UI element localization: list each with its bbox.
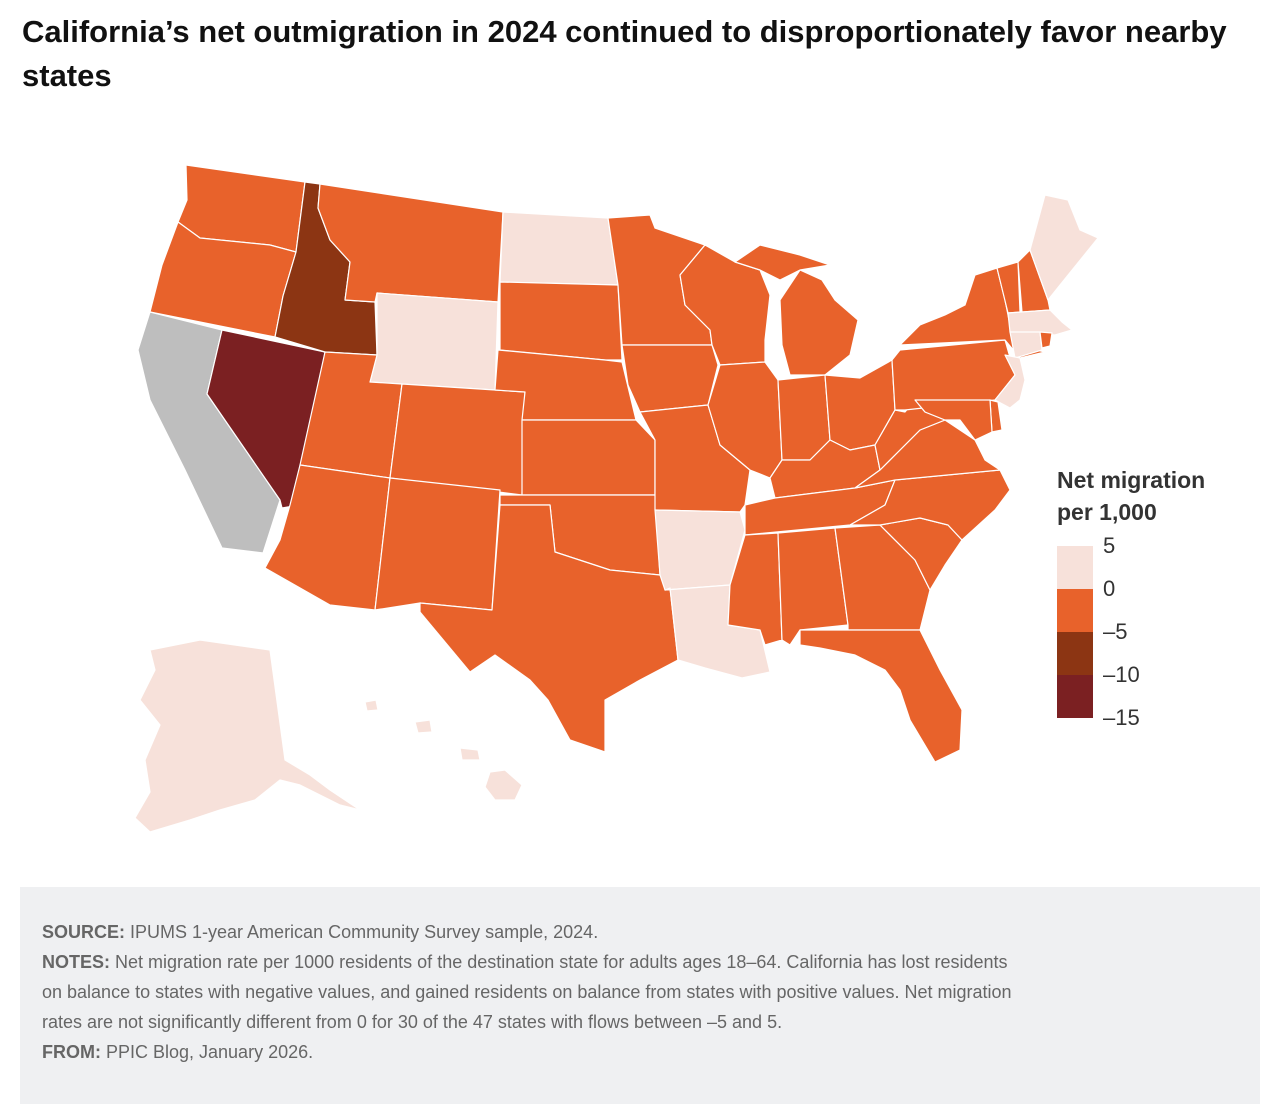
state-hawaii-kauai [364,699,379,712]
state-maryland [914,399,993,441]
notes-label: NOTES: [42,952,111,972]
state-hawaii-maui [459,747,481,761]
state-texas [419,504,679,753]
legend-tick-minus-15: –15 [1103,705,1140,730]
legend-swatch-negative-5-10 [1057,632,1093,675]
notes-line: NOTES: Net migration rate per 1000 resid… [42,947,1238,977]
legend-tick-0: 0 [1103,576,1116,601]
state-rhode-island [1039,331,1053,349]
state-north-carolina [849,469,1011,541]
legend-tick-5: 5 [1103,533,1116,558]
map-svg [134,164,1099,833]
state-michigan [779,269,859,376]
notes-text-2: on balance to states with negative value… [42,982,1012,1002]
state-alaska [134,639,361,833]
legend-title-line1: Net migration [1057,467,1206,493]
state-hawaii [484,769,523,801]
legend: Net migration per 1,000 5 0 –5 –10 –15 [1057,464,1277,730]
source-label: SOURCE: [42,922,126,942]
us-choropleth-map [0,140,1280,860]
state-new-jersey [994,354,1026,409]
state-hawaii-oahu [414,719,433,734]
from-label: FROM: [42,1042,101,1062]
legend-tick-minus-10: –10 [1103,662,1140,687]
state-iowa [621,344,719,413]
state-new-mexico [374,477,501,611]
legend-swatch-negative-0-5 [1057,589,1093,632]
state-maine [1029,194,1099,301]
state-south-dakota [499,281,623,361]
notes-text-1: Net migration rate per 1000 residents of… [110,952,1008,972]
notes-text-3: rates are not significantly different fr… [42,1012,783,1032]
state-kansas [521,419,656,496]
state-michigan-upper [734,244,831,281]
from-line: FROM: PPIC Blog, January 2026. [42,1037,1238,1067]
state-florida [799,629,963,763]
legend-scale: 5 0 –5 –10 –15 [1057,534,1277,730]
footer-notes: SOURCE: IPUMS 1-year American Community … [20,887,1260,1104]
legend-tick-minus-5: –5 [1103,619,1128,644]
state-new-hampshire [1017,249,1051,313]
source-text: IPUMS 1-year American Community Survey s… [125,922,599,942]
state-north-dakota [499,211,619,286]
from-text: PPIC Blog, January 2026. [100,1042,314,1062]
source-line: SOURCE: IPUMS 1-year American Community … [42,917,1238,947]
state-wyoming [369,292,499,391]
state-massachusetts [1007,309,1073,336]
legend-title-line2: per 1,000 [1057,499,1157,525]
chart-title: California’s net outmigration in 2024 co… [22,14,1227,93]
state-connecticut [1009,331,1043,359]
legend-swatch-positive-0-5 [1057,546,1093,589]
state-colorado [389,383,526,496]
legend-swatch-negative-10-15 [1057,675,1093,718]
